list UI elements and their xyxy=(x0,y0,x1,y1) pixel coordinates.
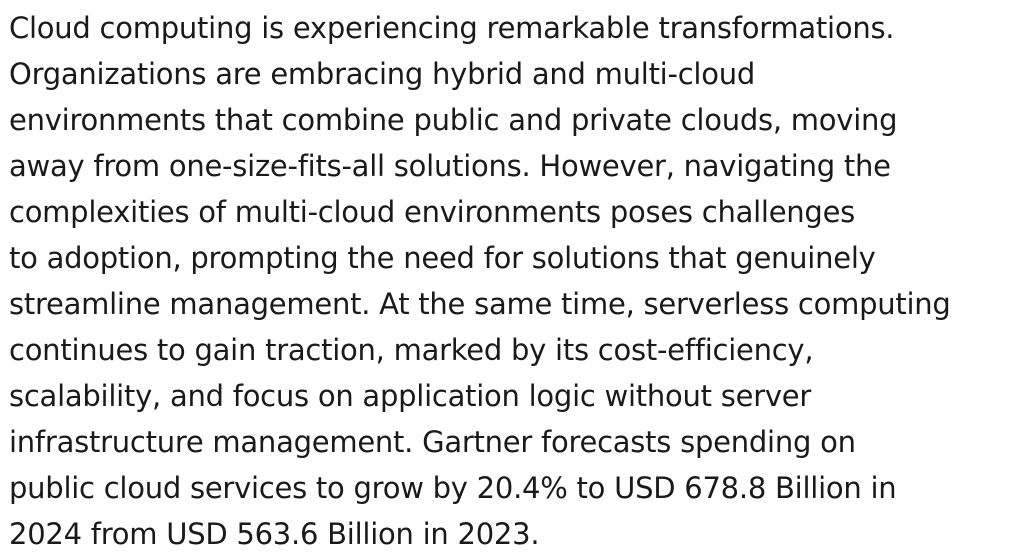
paragraph-line: infrastructure management. Gartner forec… xyxy=(9,425,856,459)
paragraph-line: streamline management. At the same time,… xyxy=(9,287,951,321)
paragraph-line: complexities of multi-cloud environments… xyxy=(9,195,856,229)
paragraph-line: environments that combine public and pri… xyxy=(9,103,898,137)
paragraph: Cloud computing is experiencing remarkab… xyxy=(9,5,1026,557)
paragraph-line: Cloud computing is experiencing remarkab… xyxy=(9,11,895,45)
paragraph-line: 2024 from USD 563.6 Billion in 2023. xyxy=(9,517,540,551)
paragraph-line: away from one-size-fits-all solutions. H… xyxy=(9,149,891,183)
paragraph-line: continues to gain traction, marked by it… xyxy=(9,333,814,367)
paragraph-line: public cloud services to grow by 20.4% t… xyxy=(9,471,897,505)
paragraph-line: to adoption, prompting the need for solu… xyxy=(9,241,876,275)
paragraph-line: Organizations are embracing hybrid and m… xyxy=(9,57,755,91)
paragraph-line: scalability, and focus on application lo… xyxy=(9,379,812,413)
